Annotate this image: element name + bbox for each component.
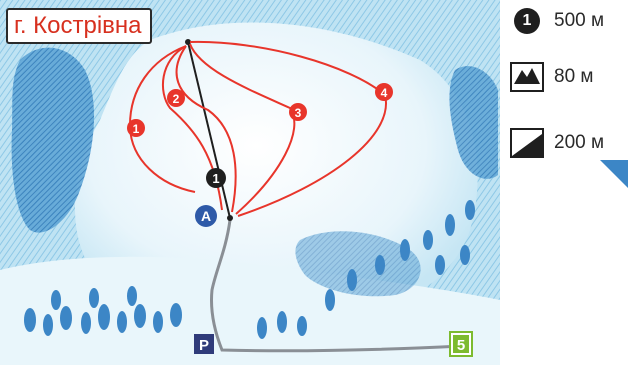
tree-group-right (257, 200, 475, 339)
map-area: 1 2 3 4 1 A (0, 0, 500, 365)
legend-corner-decoration (600, 160, 628, 188)
station-a-label: A (201, 208, 211, 224)
legend-vertical-drop-value: 80 м (554, 66, 594, 87)
lift-length-icon: 1 (514, 8, 540, 34)
legend-lift-length: 1 500 м (506, 4, 626, 44)
legend-lift-length-value: 500 м (554, 10, 605, 31)
trail-2b-line (175, 45, 237, 213)
parking-label: P (199, 337, 209, 354)
lift-bottom-station (227, 215, 233, 221)
map-canvas: 1 2 3 4 1 A (0, 0, 500, 365)
forest-left (11, 47, 95, 233)
route-5-label: 5 (457, 337, 465, 354)
lift-top-station (185, 39, 191, 45)
trail-badge-1-label: 1 (133, 122, 140, 136)
parking-marker[interactable]: P (194, 334, 214, 354)
trail-badge-4[interactable]: 4 (375, 83, 393, 101)
lift-badge[interactable]: 1 (206, 168, 226, 188)
forest-center (295, 231, 421, 297)
legend-slope-length: 200 м (506, 126, 626, 166)
peak-label: г. Кострівна (6, 8, 152, 44)
legend-panel: 1 500 м 80 м 200 м (500, 0, 628, 365)
tree-group-left (24, 286, 182, 336)
trail-badge-3[interactable]: 3 (289, 103, 307, 121)
access-path (210, 219, 463, 353)
slope-length-icon (510, 128, 544, 158)
ski-lift-line (187, 41, 231, 219)
legend-slope-length-value: 200 м (554, 132, 605, 153)
trail-badge-1[interactable]: 1 (127, 119, 145, 137)
forest-right (449, 66, 498, 179)
trail-badge-4-label: 4 (381, 86, 388, 100)
route-5-marker[interactable]: 5 (449, 331, 473, 357)
trail-badge-3-label: 3 (295, 106, 302, 120)
trail-badge-2[interactable]: 2 (167, 89, 185, 107)
trail-badge-2-label: 2 (173, 92, 180, 106)
legend-vertical-drop: 80 м (506, 60, 626, 100)
station-a-badge[interactable]: A (195, 205, 217, 227)
vertical-drop-icon (510, 62, 544, 92)
lift-badge-label: 1 (212, 171, 219, 186)
